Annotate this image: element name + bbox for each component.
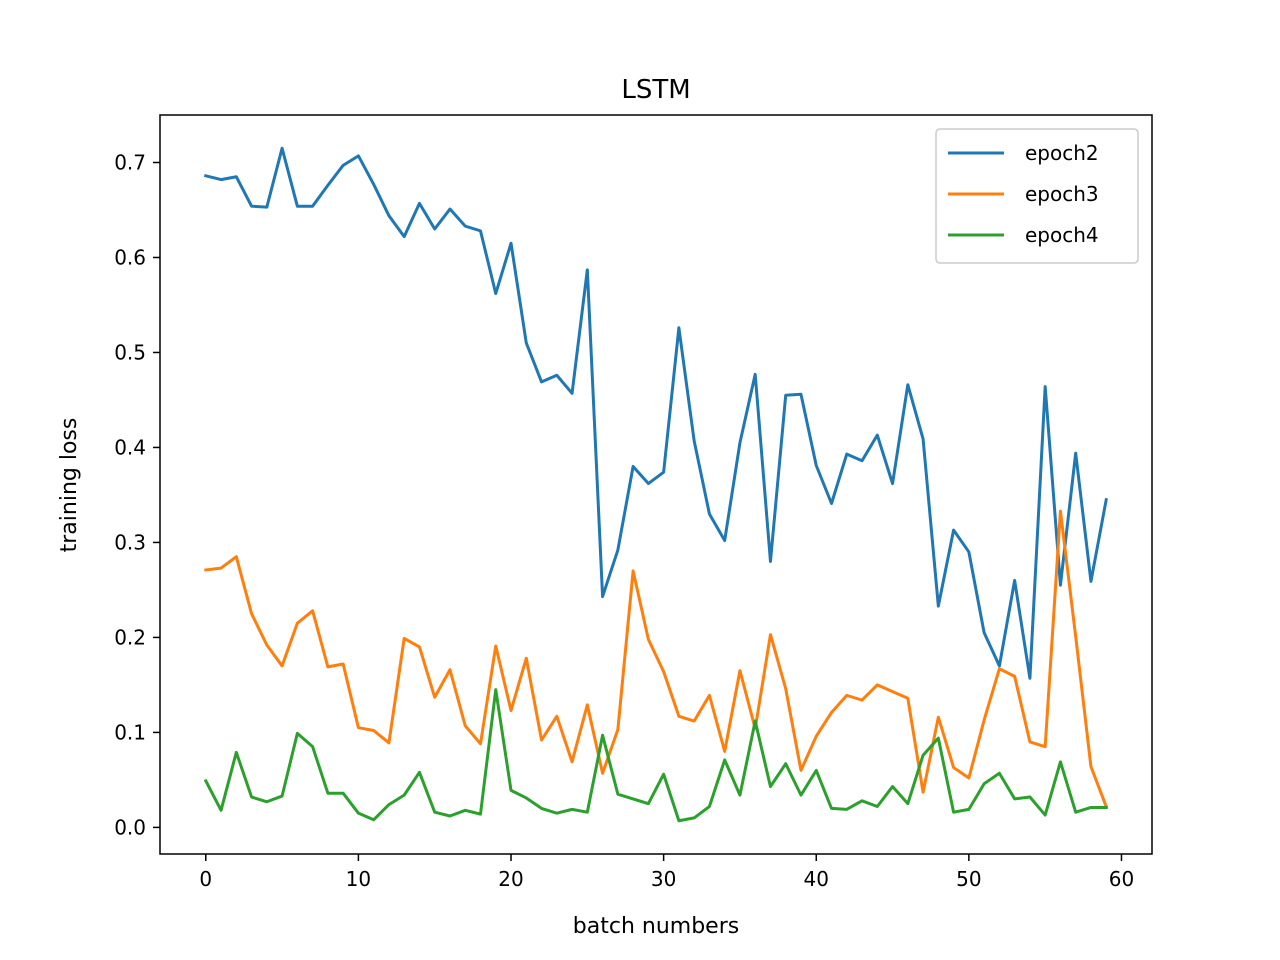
y-axis-ticks: 0.0 0.1 0.2 0.3 0.4 0.5 0.6 0.7: [114, 150, 160, 839]
y-tick-label: 0.4: [114, 435, 146, 459]
x-tick-label: 50: [956, 867, 981, 891]
y-tick-label: 0.1: [114, 720, 146, 744]
y-tick-label: 0.3: [114, 530, 146, 554]
y-tick-label: 0.7: [114, 150, 146, 174]
x-tick-label: 60: [1109, 867, 1134, 891]
y-axis-label: training loss: [57, 418, 82, 553]
x-tick-label: 10: [346, 867, 371, 891]
x-tick-label: 0: [199, 867, 212, 891]
series-line-epoch2: [203, 146, 1108, 680]
series-lines: [203, 146, 1109, 823]
x-tick-label: 30: [651, 867, 676, 891]
series-line-epoch3: [204, 509, 1109, 809]
legend-label-epoch2: epoch2: [1025, 141, 1099, 165]
legend-label-epoch4: epoch4: [1025, 223, 1099, 247]
y-tick-label: 0.2: [114, 625, 146, 649]
x-axis-ticks: 0 10 20 30 40 50 60: [199, 854, 1134, 891]
legend-items: epoch2 epoch3 epoch4: [948, 141, 1099, 247]
legend: epoch2 epoch3 epoch4: [935, 128, 1139, 264]
chart-title: LSTM: [621, 75, 690, 105]
legend-label-epoch3: epoch3: [1025, 182, 1099, 206]
legend-box: [935, 128, 1139, 264]
x-axis-label: batch numbers: [573, 914, 739, 939]
x-tick-label: 20: [498, 867, 523, 891]
x-tick-label: 40: [804, 867, 829, 891]
y-tick-label: 0.6: [114, 245, 146, 269]
series-line-epoch4: [203, 688, 1108, 823]
y-tick-label: 0.5: [114, 340, 146, 364]
y-tick-label: 0.0: [114, 815, 146, 839]
plot-frame: [159, 114, 1153, 855]
